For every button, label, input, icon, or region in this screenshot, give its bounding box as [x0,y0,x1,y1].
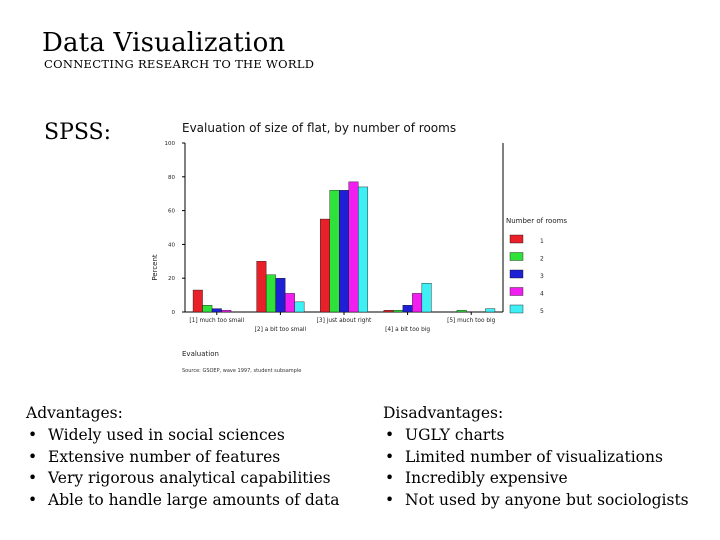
legend-swatch [509,304,524,314]
legend-label: 2 [540,256,544,263]
bar [358,186,368,313]
advantage-item: Able to handle large amounts of data [26,490,339,512]
y-tick-label: 60 [168,209,175,215]
bar [402,305,413,313]
bar [348,181,359,313]
bar [456,310,467,313]
legend-swatch [509,252,524,261]
y-axis-label: Percent [151,254,159,281]
x-tick-label: [5] much too big [447,318,496,324]
legend-label: 1 [540,238,544,245]
y-tick-label: 0 [172,310,176,316]
bar [294,301,305,313]
advantages-heading: Advantages: [26,404,123,422]
bar [211,308,222,313]
y-tick-label: 100 [165,141,176,147]
legend-swatch [509,287,524,296]
bar [284,293,295,313]
disadvantage-item: Limited number of visualizations [383,447,689,469]
advantage-item: Widely used in social sciences [26,425,339,447]
x-axis-label: Evaluation [182,350,219,358]
y-tick-label: 40 [168,242,175,248]
section-label: SPSS: [44,120,112,145]
bar [192,289,203,313]
bar [256,261,267,313]
advantage-item: Very rigorous analytical capabilities [26,468,339,490]
bar [393,310,404,313]
source-note: Source: GSOEP, wave 1997, student subsam… [182,368,301,374]
legend-title: Number of rooms [506,217,567,225]
legend-label: 4 [540,291,544,298]
bar [339,190,349,313]
chart-title: Evaluation of size of flat, by number of… [182,121,456,135]
legend-label: 5 [540,308,544,315]
bar [421,283,432,313]
y-tick-label: 80 [168,175,175,181]
disadvantage-item: Incredibly expensive [383,468,689,490]
disadvantage-item: Not used by anyone but sociologists [383,490,689,512]
slide-title: Data Visualization [42,28,286,58]
legend-label: 3 [540,273,544,280]
slide-subtitle: CONNECTING RESEARCH TO THE WORLD [44,57,315,71]
bar [275,277,286,313]
bar-chart: Evaluation of size of flat, by number of… [151,121,567,374]
bar [412,293,423,313]
advantages-column: Advantages: Widely used in social scienc… [26,403,339,512]
bar [485,308,496,313]
advantages-list: Widely used in social sciences Extensive… [26,425,339,512]
x-tick-label: [2] a bit too small [255,327,307,333]
advantage-item: Extensive number of features [26,447,339,469]
x-tick-label: [3] just about right [317,318,372,324]
disadvantages-list: UGLY charts Limited number of visualizat… [383,425,689,512]
bar [221,310,232,313]
x-tick-label: [4] a bit too big [385,327,430,333]
bar [320,218,330,313]
bar [329,190,340,313]
legend-swatch [509,234,524,244]
x-tick-label: [1] much too small [189,318,244,324]
y-tick-label: 20 [168,276,175,282]
chart-container: Evaluation of size of flat, by number of… [140,112,600,382]
disadvantage-item: UGLY charts [383,425,689,447]
bar [383,310,394,313]
bar [202,305,213,313]
legend-swatch [509,269,524,279]
disadvantages-column: Disadvantages: UGLY charts Limited numbe… [383,403,689,512]
bar [265,274,276,313]
disadvantages-heading: Disadvantages: [383,404,504,422]
